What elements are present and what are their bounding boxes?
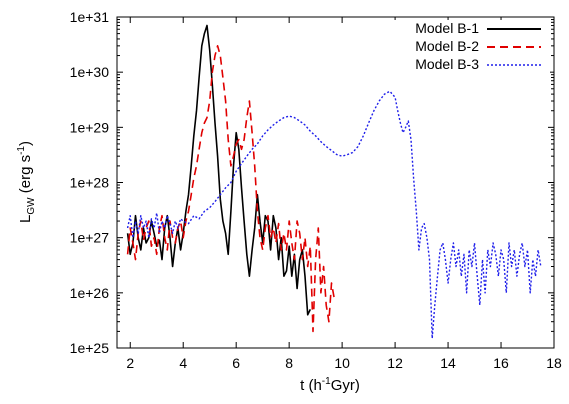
series-line-model-b-2 <box>126 45 335 333</box>
y-tick-label: 1e+27 <box>70 230 110 246</box>
series-layer <box>126 24 542 339</box>
x-tick-label: 8 <box>285 355 293 371</box>
x-tick-labels: 2 4 6 8 10 12 14 16 18 <box>126 355 562 371</box>
y-tick-label: 1e+26 <box>70 285 110 301</box>
x-axis-title: t (h-1Gyr) <box>300 376 360 394</box>
y-tick-label: 1e+28 <box>70 175 110 191</box>
legend-label-model-b-1: Model B-1 <box>415 20 479 36</box>
y-axis-title: LGW (erg s-1) <box>16 141 37 223</box>
y-tick-label: 1e+25 <box>70 340 110 356</box>
y-tick-label: 1e+29 <box>70 119 110 135</box>
x-tick-label: 4 <box>179 355 187 371</box>
legend: Model B-1 Model B-2 Model B-3 <box>360 20 550 76</box>
x-axis-title-main: t (h <box>300 377 322 394</box>
x-tick-label: 12 <box>387 355 403 371</box>
x-tick-label: 2 <box>126 355 134 371</box>
x-tick-label: 14 <box>440 355 456 371</box>
legend-label-model-b-3: Model B-3 <box>415 56 479 72</box>
y-tick-label: 1e+30 <box>70 64 110 80</box>
x-tick-label: 10 <box>334 355 350 371</box>
x-axis-title-rest: Gyr) <box>331 377 360 394</box>
y-tick-labels: 1e+25 1e+26 1e+27 1e+28 1e+29 1e+30 1e+31 <box>70 9 110 356</box>
x-axis-title-superscript: -1 <box>322 376 331 387</box>
axis-ticks <box>117 16 555 349</box>
y-axis-title-superscript: -1 <box>16 146 27 155</box>
x-tick-label: 16 <box>493 355 509 371</box>
y-tick-label: 1e+31 <box>70 9 110 25</box>
series-line-model-b-1 <box>126 24 312 316</box>
y-axis-title-main: L <box>17 215 34 223</box>
series-line-model-b-3 <box>126 90 542 339</box>
y-axis-title-subscript: GW <box>26 197 37 215</box>
y-axis-title-close: ) <box>17 141 34 146</box>
x-tick-label: 6 <box>232 355 240 371</box>
x-tick-label: 18 <box>546 355 562 371</box>
y-axis-title-unit: (erg s <box>17 155 34 198</box>
legend-label-model-b-2: Model B-2 <box>415 38 479 54</box>
